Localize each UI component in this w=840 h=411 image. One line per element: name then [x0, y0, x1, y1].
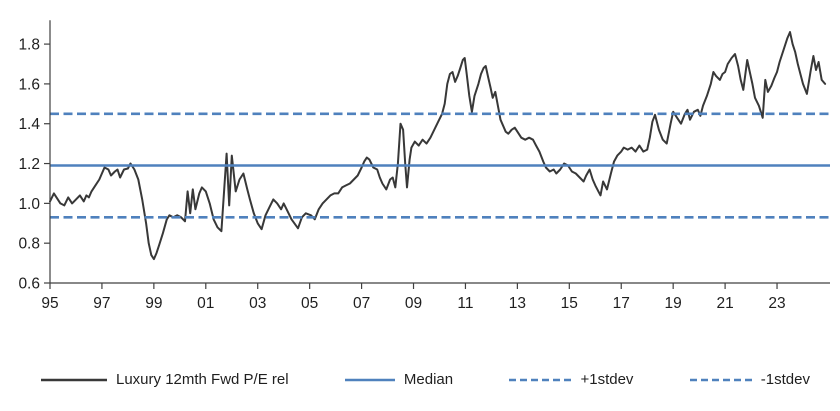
x-tick-label: 19 — [665, 295, 682, 312]
x-tick-label: 07 — [353, 295, 370, 312]
x-tick-label: 95 — [41, 295, 58, 312]
median-line-sample-icon — [344, 378, 395, 382]
legend-label-median: Median — [403, 371, 454, 388]
y-tick-label: 1.2 — [18, 156, 40, 173]
x-tick-label: 15 — [561, 295, 578, 312]
x-tick-label: 09 — [405, 295, 422, 312]
legend-item-minus-1stdev: -1stdev — [689, 371, 810, 389]
x-tick-label: 97 — [93, 295, 110, 312]
y-tick-label: 1.4 — [18, 116, 40, 133]
legend-label-pe-rel: Luxury 12mth Fwd P/E rel — [116, 371, 289, 388]
x-tick-label: 23 — [768, 295, 785, 312]
x-tick-label: 01 — [197, 295, 214, 312]
y-tick-label: 1.6 — [18, 76, 40, 93]
x-tick-label: 11 — [457, 295, 473, 312]
chart-legend: Luxury 12mth Fwd P/E rel Median +1stdev … — [0, 360, 840, 400]
x-tick-label: 21 — [716, 295, 733, 312]
pe-relative-chart: 0.6 0.8 1.0 1.2 1.4 1.6 1.8 95 97 99 01 03 05 07 09 11 1… — [18, 20, 830, 312]
legend-label-plus-1stdev: +1stdev — [580, 371, 634, 388]
legend-item-pe-rel: Luxury 12mth Fwd P/E rel — [40, 371, 289, 389]
x-tick-label: 99 — [145, 295, 162, 312]
y-tick-label: 1.0 — [18, 196, 40, 213]
legend-label-minus-1stdev: -1stdev — [760, 371, 810, 388]
minus-1stdev-line-sample-icon — [689, 378, 752, 382]
plus-1stdev-line-sample-icon — [509, 378, 572, 382]
x-tick-label: 05 — [301, 295, 318, 312]
pe-rel-series-line — [49, 31, 827, 261]
x-tick-label: 13 — [509, 295, 526, 312]
y-tick-label: 1.8 — [18, 37, 40, 54]
x-tick-label: 03 — [249, 295, 266, 312]
legend-item-plus-1stdev: +1stdev — [508, 371, 633, 389]
x-tick-label: 17 — [613, 295, 630, 312]
y-tick-label: 0.8 — [18, 236, 40, 253]
y-tick-label: 0.6 — [18, 276, 40, 293]
series-line-sample-icon — [41, 378, 107, 382]
legend-item-median: Median — [344, 371, 453, 389]
